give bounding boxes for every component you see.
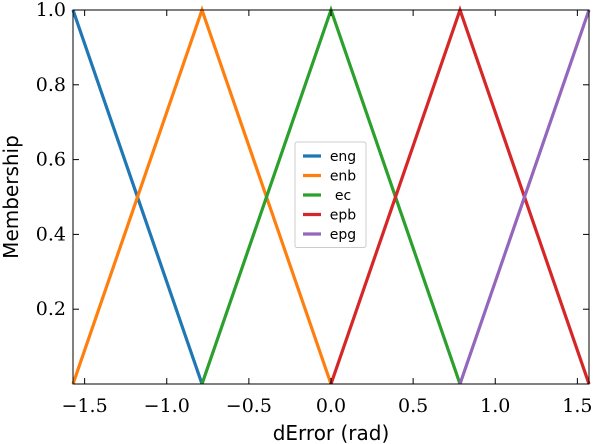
y-tick-label: 0.2 bbox=[36, 298, 66, 320]
legend-label-epg: epg bbox=[330, 227, 356, 243]
legend-label-eng: eng bbox=[330, 149, 356, 165]
legend-label-ec: ec bbox=[335, 188, 351, 204]
x-tick-label: 1.5 bbox=[562, 395, 592, 417]
series-line-epb bbox=[329, 5, 591, 385]
series-line-epg bbox=[458, 9, 591, 385]
legend-label-enb: enb bbox=[330, 169, 356, 185]
x-tick-label: 0.5 bbox=[398, 395, 428, 417]
x-tick-label: −1.0 bbox=[144, 395, 190, 417]
tick-layer: −1.5 −1.0 −0.5 0.0 0.5 1.0 1.5 0.2 0.4 0.6 0.8 1.0 bbox=[36, 0, 593, 417]
y-tick-label: 0.8 bbox=[36, 74, 66, 96]
series-line-enb bbox=[71, 5, 333, 385]
y-axis-title: Membership bbox=[0, 135, 23, 259]
legend-label-epb: epb bbox=[330, 208, 357, 224]
legend: eng enb ec epb epg bbox=[294, 141, 367, 248]
x-tick-label: 0.0 bbox=[316, 395, 346, 417]
y-tick-label: 0.6 bbox=[36, 149, 66, 171]
x-tick-label: −0.5 bbox=[226, 395, 272, 417]
x-axis-title: dError (rad) bbox=[273, 421, 390, 444]
x-tick-label: −1.5 bbox=[62, 395, 108, 417]
y-tick-label: 0.4 bbox=[36, 223, 66, 245]
x-tick-label: 1.0 bbox=[480, 395, 510, 417]
legend-box bbox=[294, 141, 367, 248]
y-tick-label: 1.0 bbox=[36, 0, 66, 21]
